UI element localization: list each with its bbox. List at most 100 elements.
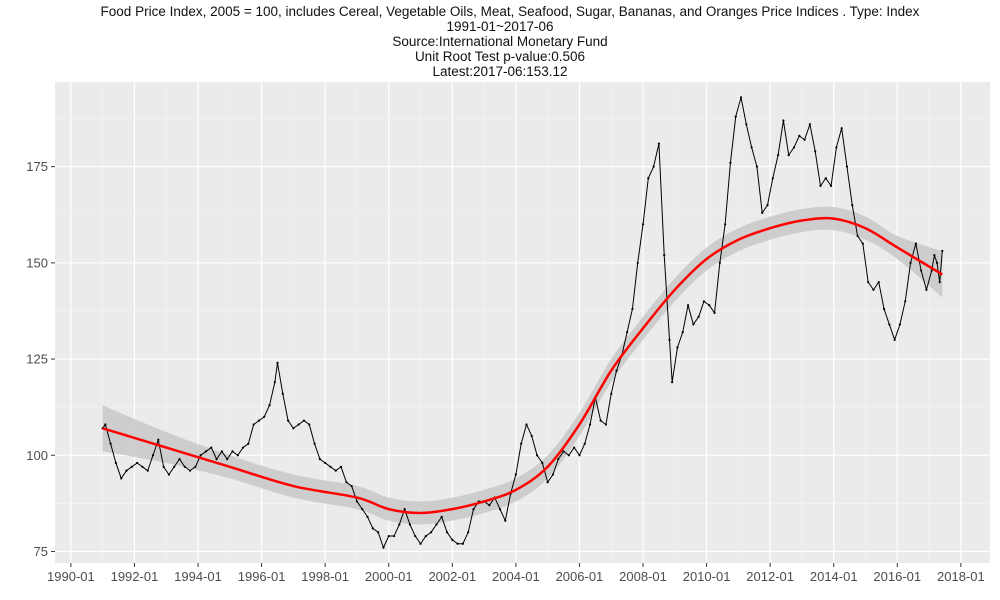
x-tick-label: 2010-01 <box>683 569 731 584</box>
observed-data-point <box>226 458 229 461</box>
observed-data-point <box>840 127 843 130</box>
observed-data-point <box>345 481 348 484</box>
x-tick-label: 1994-01 <box>174 569 222 584</box>
observed-data-point <box>835 146 838 149</box>
observed-data-point <box>361 508 364 511</box>
y-tick-label: 125 <box>26 352 48 367</box>
observed-data-point <box>814 150 817 153</box>
observed-data-point <box>297 423 300 426</box>
observed-data-point <box>792 146 796 149</box>
y-axis: 75 100 125 150 175 <box>26 159 55 559</box>
x-tick-label: 1998-01 <box>301 569 349 584</box>
observed-data-point <box>615 369 618 372</box>
observed-data-point <box>647 177 650 180</box>
observed-data-point <box>557 458 560 461</box>
observed-data-point <box>718 261 721 264</box>
observed-data-point <box>771 177 774 180</box>
observed-data-point <box>339 465 343 468</box>
observed-data-point <box>257 419 261 422</box>
observed-data-point <box>867 280 870 284</box>
observed-data-point <box>861 242 864 245</box>
observed-data-point <box>652 165 655 168</box>
observed-data-point <box>445 531 449 534</box>
observed-data-point <box>167 473 170 476</box>
observed-data-point <box>318 458 321 461</box>
observed-data-point <box>599 419 602 422</box>
observed-data-point <box>824 177 827 180</box>
observed-data-point <box>914 242 917 245</box>
x-tick-label: 2006-01 <box>556 569 604 584</box>
observed-data-point <box>109 442 112 445</box>
x-tick-label: 2012-01 <box>746 569 794 584</box>
observed-data-point <box>641 223 645 226</box>
observed-data-point <box>231 450 234 453</box>
observed-data-point <box>588 423 592 426</box>
observed-data-point <box>286 419 290 422</box>
x-tick-label: 1996-01 <box>238 569 286 584</box>
observed-data-point <box>136 461 139 465</box>
observed-data-point <box>872 288 875 291</box>
observed-data-point <box>636 261 639 264</box>
observed-data-point <box>204 450 208 453</box>
observed-data-point <box>120 477 123 480</box>
observed-data-point <box>252 423 255 426</box>
observed-data-point <box>803 138 806 141</box>
observed-data-point <box>162 465 165 468</box>
observed-data-point <box>392 534 396 538</box>
observed-data-point <box>755 165 759 168</box>
observed-data-point <box>671 381 674 384</box>
observed-data-point <box>541 461 544 465</box>
observed-data-point <box>408 523 412 526</box>
observed-data-point <box>435 523 438 526</box>
observed-data-point <box>930 269 933 272</box>
observed-data-point <box>504 519 507 522</box>
observed-data-point <box>366 515 369 518</box>
observed-data-point <box>324 461 327 465</box>
y-tick-label: 150 <box>26 255 48 270</box>
observed-data-point <box>604 423 608 426</box>
x-tick-label: 2004-01 <box>492 569 540 584</box>
observed-data-point <box>668 338 671 341</box>
observed-data-point <box>708 304 711 307</box>
observed-data-point <box>114 461 118 465</box>
observed-data-point <box>183 465 186 468</box>
observed-data-point <box>610 392 613 395</box>
observed-data-point <box>268 404 271 407</box>
observed-data-point <box>724 223 727 226</box>
observed-data-point <box>546 481 549 484</box>
chart-titles: Food Price Index, 2005 = 100, includes C… <box>0 4 1000 79</box>
observed-data-point <box>938 280 941 284</box>
observed-data-point <box>514 473 517 476</box>
observed-data-point <box>178 458 181 461</box>
observed-data-point <box>663 254 666 257</box>
observed-data-point <box>334 469 337 472</box>
chart-title: Food Price Index, 2005 = 100, includes C… <box>100 4 920 19</box>
observed-data-point <box>151 454 155 457</box>
observed-data-point <box>141 465 144 468</box>
observed-data-point <box>281 392 284 395</box>
observed-data-point <box>188 469 192 472</box>
observed-data-point <box>292 427 295 430</box>
chart-unit-root: Unit Root Test p-value:0.506 <box>414 49 586 64</box>
observed-data-point <box>451 538 454 542</box>
observed-data-point <box>681 331 684 334</box>
observed-data-point <box>657 142 661 145</box>
observed-data-point <box>686 304 690 307</box>
observed-data-point <box>920 269 923 272</box>
observed-data-point <box>567 454 570 457</box>
observed-data-point <box>787 154 790 157</box>
observed-data-point <box>898 323 902 326</box>
y-tick-label: 100 <box>26 448 48 463</box>
observed-data-point <box>130 465 133 468</box>
observed-data-point <box>935 261 939 264</box>
observed-data-point <box>713 311 716 314</box>
chart-latest: Latest:2017-06:153.12 <box>432 64 568 79</box>
observed-data-point <box>302 419 306 422</box>
observed-data-point <box>692 323 695 326</box>
observed-data-point <box>777 154 780 157</box>
observed-data-point <box>263 415 266 418</box>
observed-data-point <box>750 146 753 149</box>
observed-data-point <box>424 534 427 538</box>
observed-data-point <box>888 323 891 326</box>
observed-data-point <box>461 542 465 545</box>
